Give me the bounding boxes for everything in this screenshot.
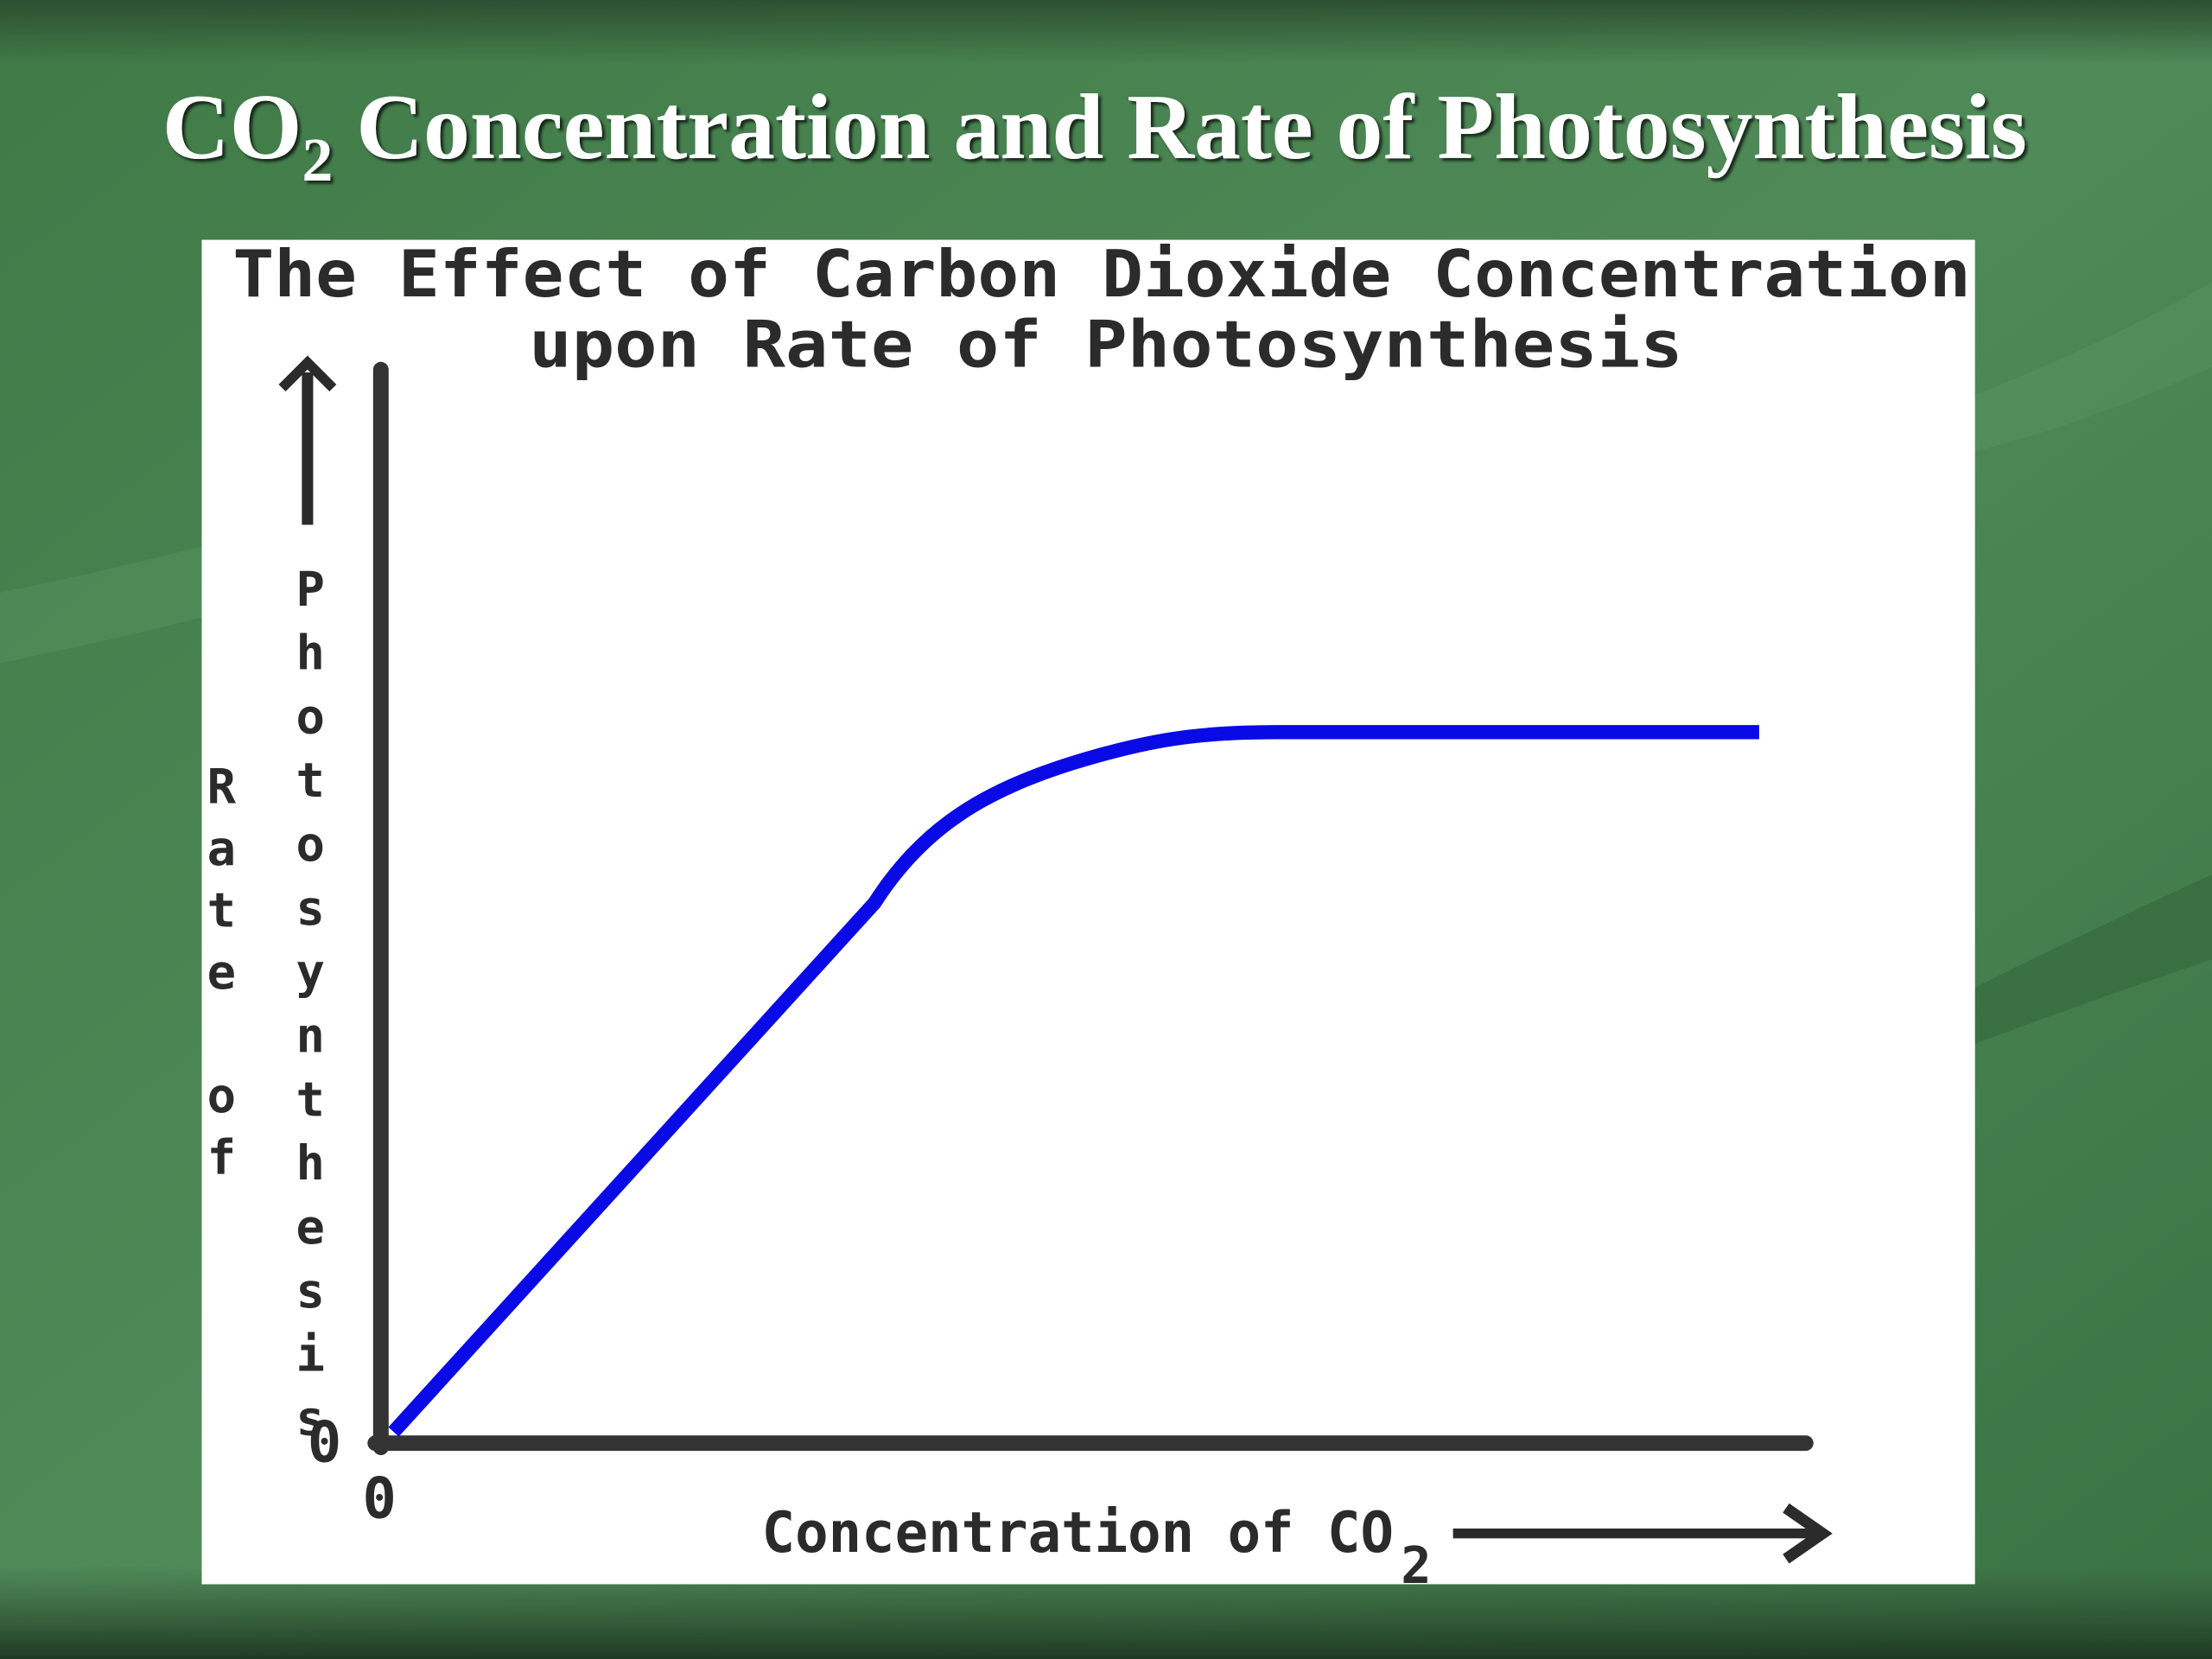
- title-part: Concentration and Rate of Photosynthesis: [333, 76, 2026, 179]
- y-origin-label: 0: [308, 1409, 341, 1475]
- top-band: [0, 0, 2212, 64]
- x-arrow-head: [1783, 1503, 1833, 1564]
- y-arrow-head: [278, 355, 337, 392]
- leaf-decoration: [1974, 874, 2212, 1045]
- x-origin-label: 0: [363, 1466, 397, 1532]
- title-part: CO: [162, 76, 302, 179]
- chart-panel: [201, 239, 1975, 1585]
- y-axis-label: Rate of: [194, 759, 250, 1192]
- x-label-subscript: 2: [1401, 1535, 1431, 1595]
- x-axis-label: Concentration of CO: [762, 1500, 1394, 1566]
- leaf-decoration: [1974, 282, 2212, 452]
- x-label-part: Concentration of CO: [762, 1500, 1394, 1566]
- chart-title: upon Rate of Photosynthesis: [529, 306, 1683, 382]
- y-axis-label: Photosynthesis: [283, 562, 339, 1454]
- chart-title: The Effect of Carbon Dioxide Concentrati…: [232, 236, 1970, 312]
- title-subscript: 2: [302, 125, 333, 194]
- rate-curve: [388, 725, 1759, 1437]
- slide-title: CO2 Concentration and Rate of Photosynth…: [162, 76, 2027, 194]
